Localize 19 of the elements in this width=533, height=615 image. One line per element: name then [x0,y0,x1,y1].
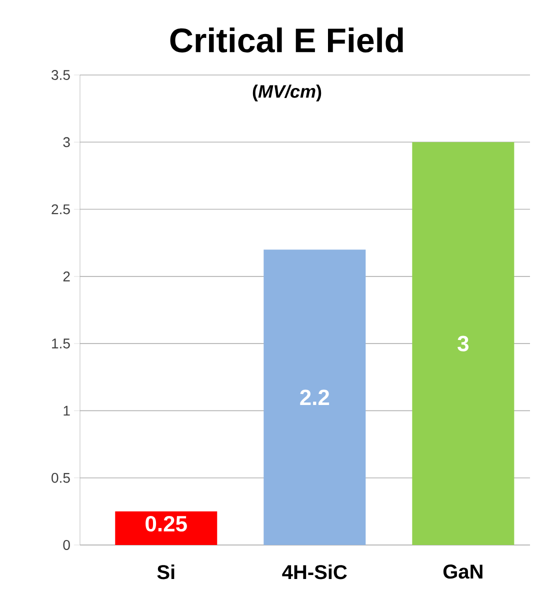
y-tick-label: 3 [63,137,70,148]
data-label: 3 [458,336,469,352]
y-tick-label: 1 [64,406,70,416]
y-tick-label: 0 [63,540,70,550]
y-tick-label: 2 [63,272,70,282]
x-tick-label: GaN [443,564,482,579]
bar [115,511,218,545]
chart-title: Critical E Field [170,28,403,52]
y-tick-label: 1.5 [52,338,70,348]
chart-subtitle: (MV/cm) [252,84,322,102]
x-tick-label: 4H-SiC [282,564,347,580]
data-label: 2.2 [300,390,330,405]
y-tick-label: 2.5 [52,204,70,214]
y-tick-label: 0.5 [52,472,70,483]
y-tick-label: 3.5 [52,70,70,80]
bar [264,250,366,545]
bar [412,142,514,545]
x-tick-label: Si [157,564,174,580]
data-label: 0.25 [146,516,187,532]
